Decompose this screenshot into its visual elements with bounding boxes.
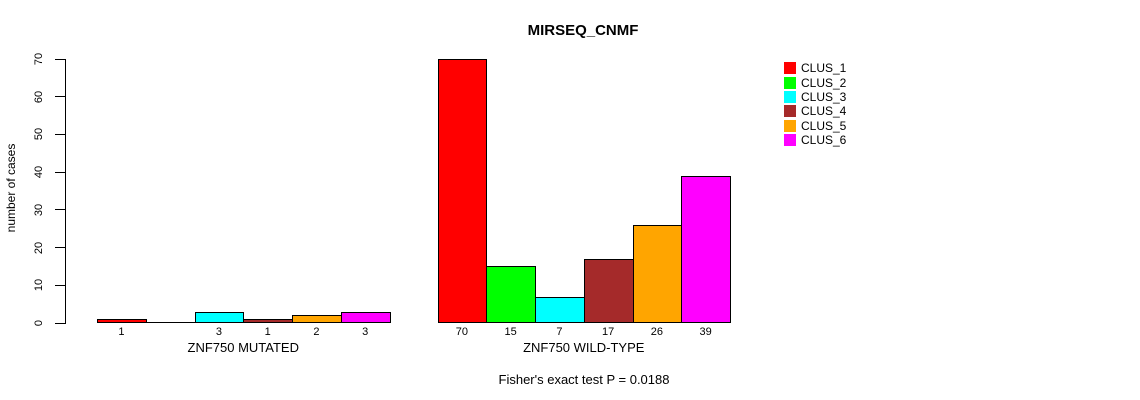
legend-swatch-CLUS_4 [784,105,796,118]
bar-CLUS_3 [535,296,585,323]
legend-swatch-CLUS_2 [784,76,796,89]
y-tick-mark [55,133,65,135]
bar-value-label: 15 [504,326,517,338]
y-tick-mark [55,284,65,286]
fisher-test-annotation: Fisher's exact test P = 0.0188 [498,372,670,387]
legend-swatch-CLUS_5 [784,119,796,132]
legend-item-CLUS_1: CLUS_1 [784,61,846,75]
legend-label: CLUS_5 [801,118,847,133]
bar-value-label: 1 [118,326,125,338]
chart-title: MIRSEQ_CNMF [527,22,639,39]
bar-value-label: 1 [264,326,271,338]
bar-CLUS_1 [437,59,488,323]
legend-item-CLUS_5: CLUS_5 [784,119,846,133]
y-tick-mark [55,96,65,98]
y-tick-label: 30 [33,203,45,216]
legend-label: CLUS_2 [801,75,847,90]
bar-CLUS_4 [583,258,634,323]
bar-CLUS_5 [292,315,342,323]
bar-value-label: 70 [455,326,468,338]
y-tick-label: 40 [33,166,45,179]
bar-CLUS_5 [632,224,683,323]
y-tick-mark [55,209,65,211]
legend-label: CLUS_1 [801,61,847,76]
y-tick-mark [55,171,65,173]
y-tick-mark [55,247,65,249]
bar-value-label: 39 [699,326,712,338]
y-tick-label: 60 [33,90,45,103]
bar-value-label: 17 [602,326,615,338]
legend-swatch-CLUS_3 [784,90,796,103]
y-axis-line [65,59,66,324]
y-tick-label: 70 [33,52,45,66]
bar-value-label: 3 [362,326,369,338]
y-tick-label: 0 [33,319,45,327]
legend-item-CLUS_2: CLUS_2 [784,75,846,89]
legend-item-CLUS_4: CLUS_4 [784,104,846,118]
legend-label: CLUS_3 [801,89,847,104]
group-label: ZNF750 MUTATED [187,340,299,355]
bar-value-label: 7 [556,326,563,338]
bar-value-label: 2 [313,326,320,338]
y-axis-title: number of cases [4,143,18,233]
legend-item-CLUS_6: CLUS_6 [784,133,846,147]
legend-item-CLUS_3: CLUS_3 [784,90,846,104]
bar-value-label: 26 [650,326,663,338]
bar-value-label: 3 [215,326,222,338]
bar-CLUS_3 [194,311,245,323]
legend-swatch-CLUS_6 [784,134,796,147]
y-tick-mark [55,322,65,324]
bar-CLUS_2-zero [145,322,196,323]
bar-CLUS_2 [486,266,536,323]
legend-swatch-CLUS_1 [784,62,796,75]
y-tick-label: 50 [33,128,45,141]
y-tick-label: 20 [33,241,45,254]
y-tick-mark [55,58,65,60]
legend-label: CLUS_4 [801,104,847,119]
group-label: ZNF750 WILD-TYPE [523,340,645,355]
bar-CLUS_4 [243,319,293,323]
y-tick-label: 10 [33,279,45,292]
legend: CLUS_1 CLUS_2 CLUS_3 CLUS_4 CLUS_5 CLUS_6 [784,61,846,147]
bar-CLUS_6 [681,175,731,323]
bar-CLUS_6 [340,311,391,323]
bar-CLUS_1 [97,319,147,323]
legend-label: CLUS_6 [801,133,847,148]
